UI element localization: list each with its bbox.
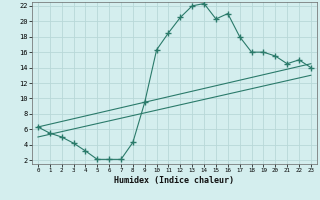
- X-axis label: Humidex (Indice chaleur): Humidex (Indice chaleur): [115, 176, 234, 185]
